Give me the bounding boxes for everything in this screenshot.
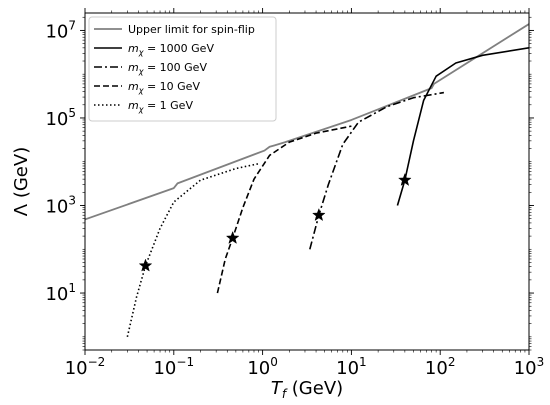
- x-tick-label: 100: [247, 355, 278, 379]
- series-line-2: [309, 91, 445, 250]
- series-group: [85, 23, 529, 337]
- star-marker-2: [311, 207, 326, 222]
- star-marker-3: [225, 230, 240, 244]
- legend-label-1: mχ = 1000 GeV: [128, 42, 214, 57]
- legend: Upper limit for spin-flip mχ = 1000 GeV mχ…: [88, 16, 277, 122]
- x-tick-label: 103: [514, 355, 545, 379]
- series-line-3: [216, 125, 352, 294]
- legend-box: [88, 16, 277, 122]
- x-axis-label: Tf (GeV): [271, 378, 343, 401]
- major-ticks: [80, 8, 534, 355]
- series-line-1: [396, 47, 529, 206]
- legend-label-2: mχ = 100 GeV: [128, 61, 207, 76]
- x-tick-label: 101: [336, 355, 367, 379]
- y-tick-label: 107: [45, 18, 76, 42]
- x-tick-label: 10−2: [65, 355, 106, 379]
- y-axis-label: Λ (GeV): [11, 147, 32, 216]
- y-tick-label: 103: [45, 194, 76, 218]
- plot-frame: [84, 12, 530, 351]
- legend-label-3: mχ = 10 GeV: [128, 80, 200, 95]
- legend-label-4: mχ = 1 GeV: [128, 99, 193, 114]
- star-marker-4: [138, 258, 153, 272]
- star-marker-1: [397, 172, 412, 186]
- y-tick-label: 105: [45, 106, 76, 130]
- y-tick-label: 101: [45, 281, 76, 305]
- series-line-0: [85, 23, 529, 221]
- x-tick-label: 102: [425, 355, 456, 379]
- x-tick-label: 10−1: [153, 355, 194, 379]
- legend-label-0: Upper limit for spin-flip: [128, 23, 255, 36]
- series-line-4: [126, 162, 259, 337]
